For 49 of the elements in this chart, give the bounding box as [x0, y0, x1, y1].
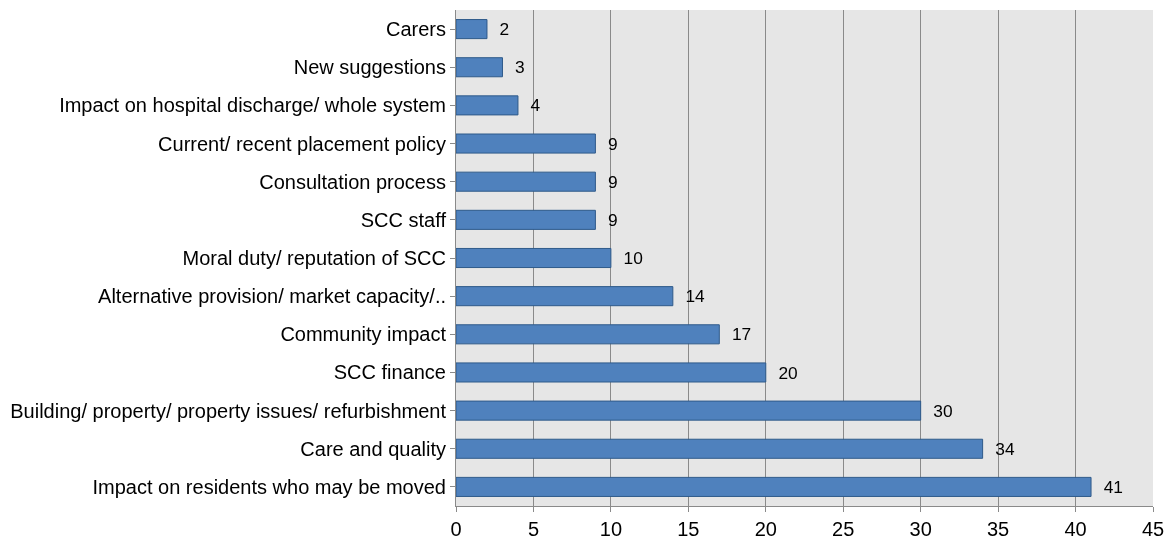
bar: [456, 438, 984, 459]
data-label: 2: [489, 19, 510, 40]
data-label: 4: [520, 95, 541, 116]
y-tick-label: Alternative provision/ market capacity/..: [98, 285, 446, 308]
x-tick-label: 35: [986, 518, 1010, 540]
x-tick-label: 30: [909, 518, 932, 540]
data-label: 30: [923, 400, 953, 421]
data-label: 9: [598, 171, 618, 192]
x-tick-label: 45: [1141, 518, 1165, 540]
x-tick-label: 10: [599, 518, 623, 540]
y-tick-label: SCC finance: [333, 361, 446, 384]
bar: [456, 286, 674, 307]
x-tick-label: 0: [450, 518, 462, 540]
y-tick-label: Building/ property/ property issues/ refurbishment: [10, 399, 447, 422]
y-tick-label: Impact on hospital discharge/ whole system: [59, 94, 446, 117]
data-label: 17: [722, 324, 752, 345]
data-label: 3: [505, 57, 525, 78]
y-tick-label: Community impact: [280, 323, 447, 346]
bar: [456, 19, 488, 40]
bar: [456, 133, 596, 154]
y-tick-label: Consultation process: [259, 170, 446, 193]
bar: [456, 57, 503, 78]
y-tick-label: Care and quality: [300, 437, 446, 460]
data-label: 41: [1094, 476, 1123, 497]
bar: [456, 171, 596, 192]
bar: [456, 324, 720, 345]
data-label: 9: [598, 133, 618, 154]
y-tick-label: Impact on residents who may be moved: [92, 475, 446, 498]
y-tick-label: SCC staff: [360, 208, 447, 231]
bar: [456, 362, 767, 383]
y-tick-label: New suggestions: [293, 56, 446, 79]
x-tick-label: 20: [754, 518, 777, 540]
bar: [456, 476, 1092, 497]
x-tick-label: 40: [1064, 518, 1087, 540]
y-tick-label: Moral duty/ reputation of SCC: [182, 247, 446, 269]
bar: [456, 95, 519, 116]
y-tick-label: Carers: [385, 18, 446, 41]
data-label: 9: [598, 209, 618, 230]
data-label: 34: [985, 438, 1015, 459]
data-label: 10: [613, 248, 643, 269]
bar: [456, 400, 922, 421]
y-tick-label: Current/ recent placement policy: [158, 132, 446, 155]
bar: [456, 209, 596, 230]
bar: [456, 247, 612, 269]
data-label: 14: [675, 286, 706, 307]
x-tick-label: 5: [527, 518, 539, 540]
x-tick-label: 15: [677, 518, 700, 540]
x-tick-label: 25: [832, 518, 855, 540]
data-label: 20: [768, 362, 798, 383]
